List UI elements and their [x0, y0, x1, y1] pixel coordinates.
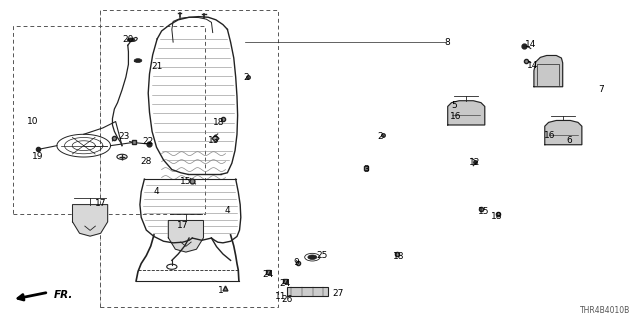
Text: 14: 14	[525, 40, 536, 49]
Text: 4: 4	[153, 188, 159, 196]
Text: 23: 23	[118, 132, 130, 140]
Text: 16: 16	[451, 112, 462, 121]
Text: 9: 9	[294, 258, 300, 267]
Text: 18: 18	[393, 252, 404, 261]
Bar	[100, 10, 278, 307]
Text: 8: 8	[445, 38, 451, 47]
Text: 15: 15	[478, 207, 490, 216]
Text: 26: 26	[281, 295, 292, 304]
Text: 15: 15	[180, 177, 191, 186]
Text: 14: 14	[527, 60, 538, 69]
Text: 17: 17	[95, 198, 107, 207]
Polygon shape	[534, 55, 563, 87]
Text: 18: 18	[213, 118, 225, 127]
Text: 19: 19	[32, 152, 44, 161]
Bar	[13, 26, 205, 214]
Polygon shape	[545, 121, 582, 145]
Text: 22: 22	[142, 137, 153, 146]
Text: 4: 4	[225, 206, 230, 215]
Circle shape	[127, 38, 135, 42]
Text: 27: 27	[332, 289, 344, 298]
Text: THR4B4010B: THR4B4010B	[579, 306, 630, 315]
Circle shape	[134, 59, 142, 62]
Text: 2: 2	[244, 73, 250, 82]
Text: 6: 6	[566, 136, 572, 145]
Text: 24: 24	[279, 279, 291, 288]
Text: 10: 10	[27, 117, 38, 126]
Text: 21: 21	[152, 61, 163, 70]
Text: 3: 3	[363, 165, 369, 174]
Text: 11: 11	[275, 292, 286, 301]
Text: 7: 7	[598, 85, 604, 94]
Text: 24: 24	[262, 270, 273, 279]
Text: 17: 17	[177, 221, 188, 230]
Circle shape	[308, 255, 317, 260]
Text: 20: 20	[123, 35, 134, 44]
Polygon shape	[168, 220, 204, 252]
Bar	[287, 287, 328, 296]
Text: 5: 5	[451, 101, 457, 110]
Text: 2: 2	[378, 132, 383, 140]
Text: 13: 13	[207, 136, 219, 145]
Text: FR.: FR.	[54, 291, 73, 300]
Text: 18: 18	[491, 212, 502, 221]
Text: 16: 16	[544, 131, 556, 140]
Polygon shape	[72, 204, 108, 236]
Text: 28: 28	[141, 157, 152, 166]
Text: 12: 12	[469, 158, 480, 167]
Text: 25: 25	[316, 251, 328, 260]
Text: 1: 1	[218, 286, 224, 295]
Polygon shape	[448, 101, 484, 125]
